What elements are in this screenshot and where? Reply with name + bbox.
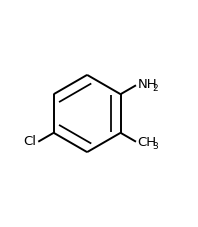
Text: NH: NH — [138, 78, 157, 91]
Text: 3: 3 — [152, 142, 158, 151]
Text: 2: 2 — [152, 84, 158, 93]
Text: CH: CH — [138, 136, 157, 149]
Text: Cl: Cl — [24, 135, 37, 148]
